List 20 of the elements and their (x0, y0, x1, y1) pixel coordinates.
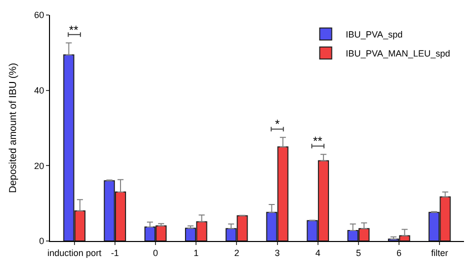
y-tick-label: 60 (34, 10, 44, 20)
x-tick-label: induction port (47, 248, 102, 258)
x-tick-label: 4 (315, 248, 320, 258)
annotation: ** (69, 23, 79, 37)
y-tick-label: 0 (39, 236, 44, 246)
x-tick-label: 2 (234, 248, 240, 258)
annotation: ** (313, 134, 323, 148)
annotation: * (275, 117, 280, 131)
x-tick-label: 1 (194, 248, 199, 258)
x-tick-label: 5 (356, 248, 361, 258)
y-axis-title: Deposited amount of IBU (%) (8, 62, 20, 194)
y-tick-label: 20 (34, 160, 44, 171)
x-tick-label: 3 (274, 248, 280, 258)
legend-label: IBU_PVA_MAN_LEU_spd (346, 48, 450, 59)
y-tick-label: 40 (34, 85, 44, 96)
x-tick-label: filter (431, 248, 448, 258)
legend-label: IBU_PVA_spd (346, 30, 403, 40)
x-tick-label: -1 (110, 248, 119, 258)
x-tick-label: 6 (396, 248, 402, 258)
x-tick-label: 0 (153, 248, 158, 258)
